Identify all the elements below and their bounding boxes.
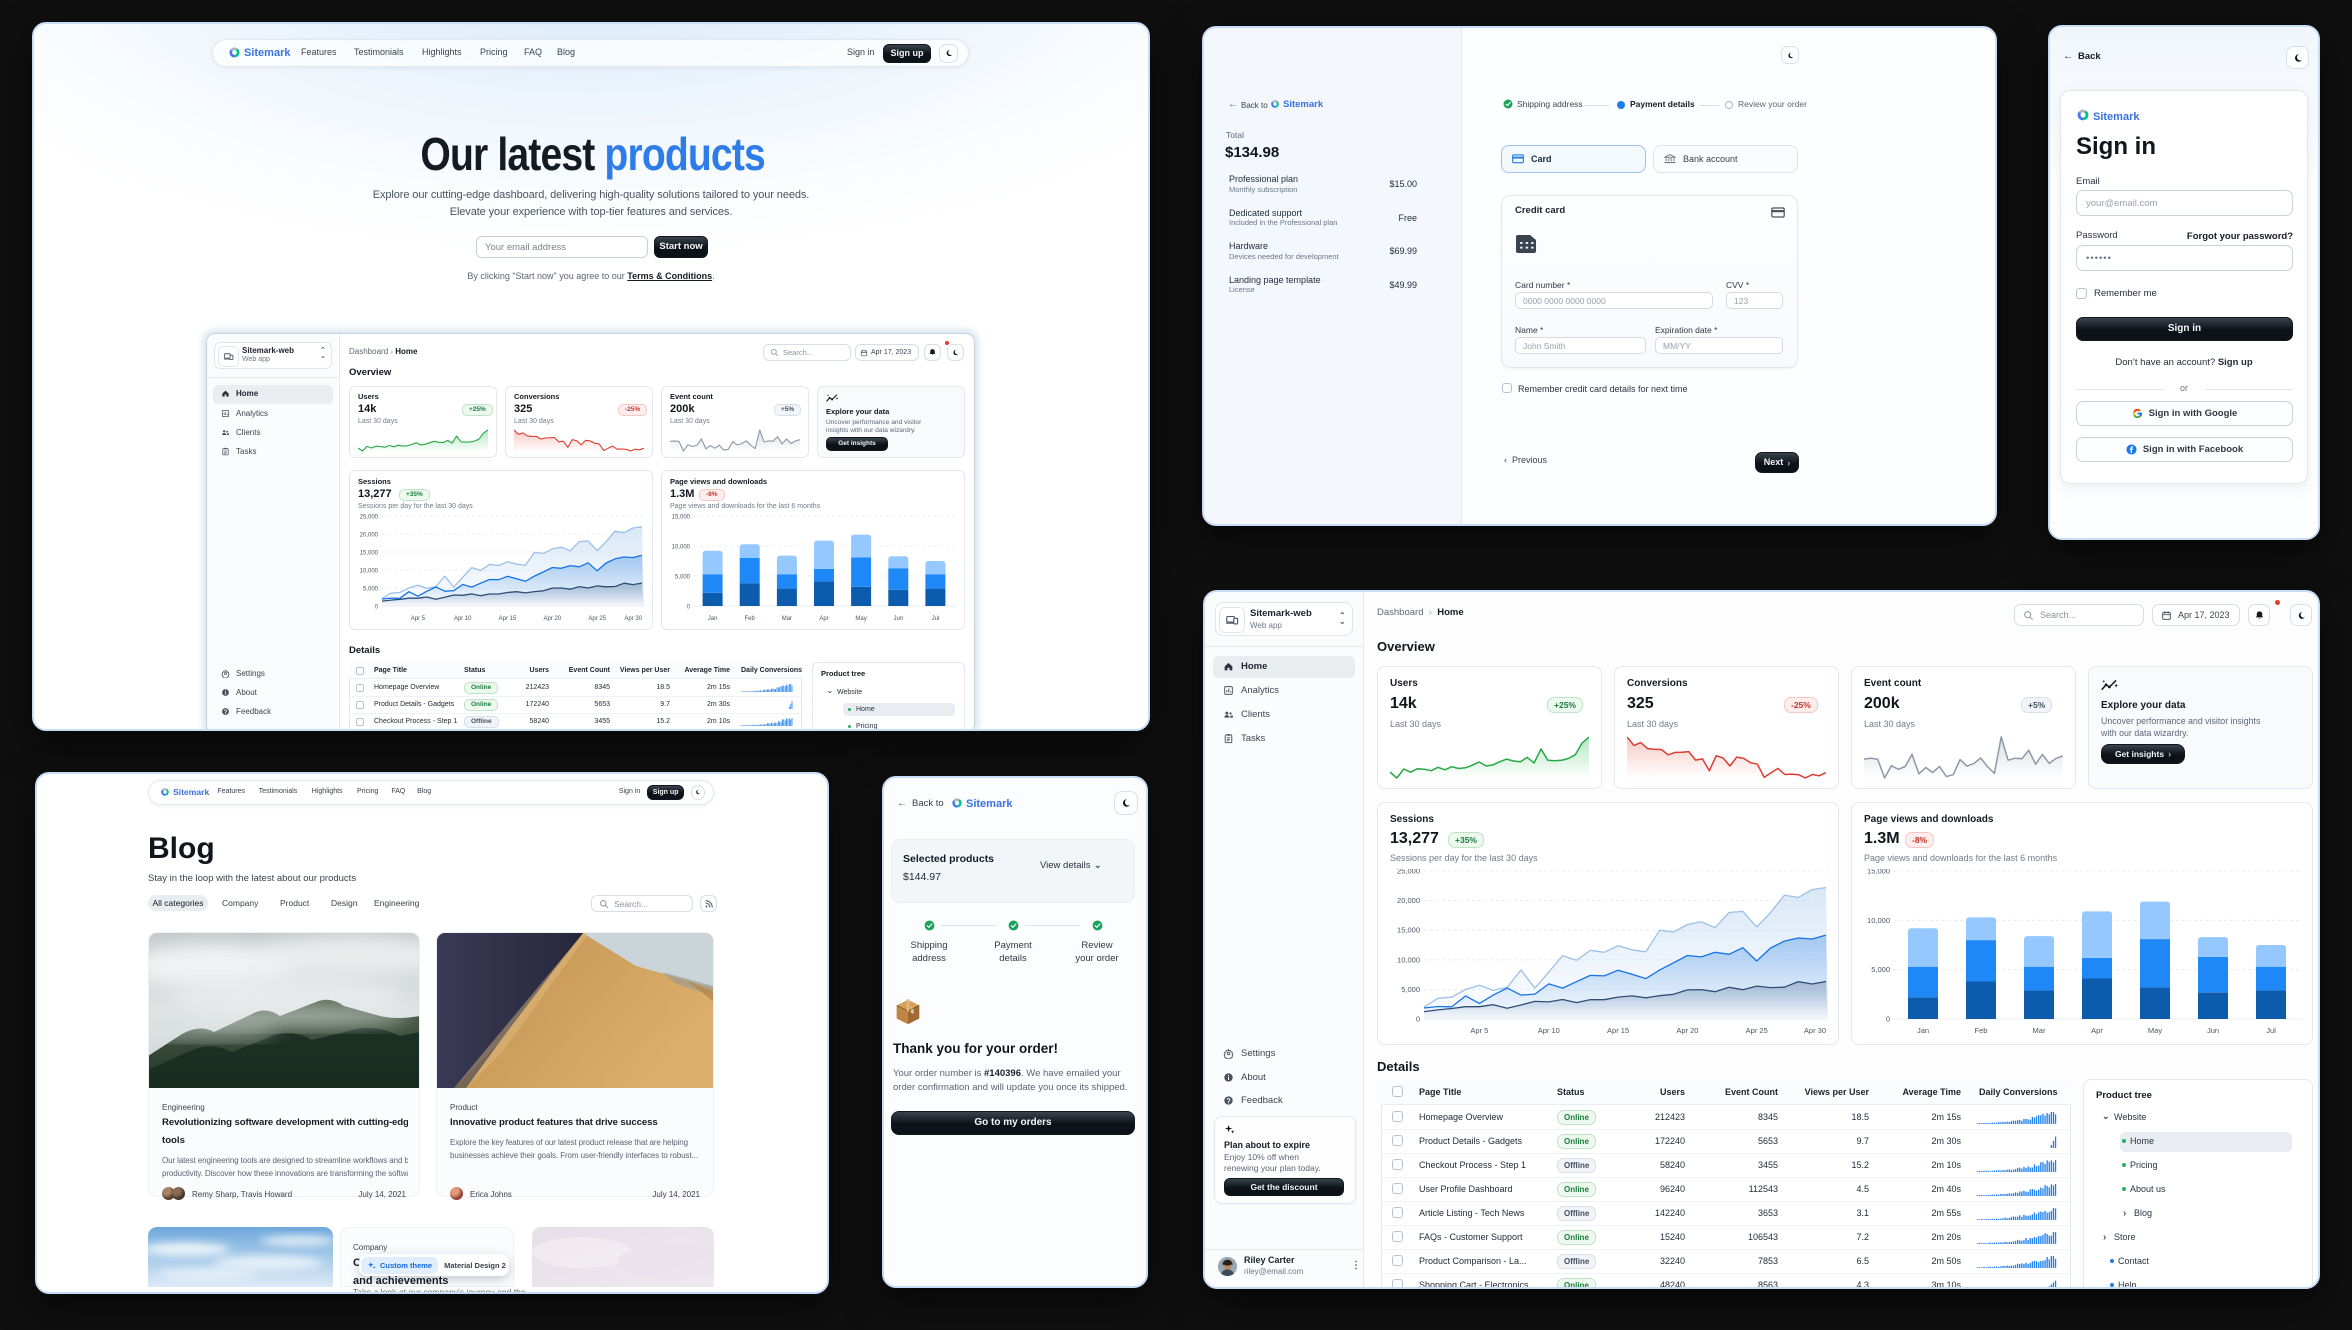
svg-text:Jul: Jul xyxy=(932,616,940,622)
svg-text:5,000: 5,000 xyxy=(1871,965,1890,974)
svg-text:0: 0 xyxy=(1886,1015,1890,1024)
svg-text:0: 0 xyxy=(375,605,379,611)
svg-text:15,000: 15,000 xyxy=(1397,926,1420,935)
svg-text:20,000: 20,000 xyxy=(360,533,379,539)
svg-text:Apr 20: Apr 20 xyxy=(543,616,561,622)
svg-text:25,000: 25,000 xyxy=(360,515,379,521)
svg-text:May: May xyxy=(2148,1026,2162,1035)
svg-text:Apr 10: Apr 10 xyxy=(454,616,472,622)
svg-text:Apr 15: Apr 15 xyxy=(1607,1026,1629,1035)
svg-text:0: 0 xyxy=(687,605,691,611)
svg-text:Apr 25: Apr 25 xyxy=(1746,1026,1768,1035)
svg-text:15,000: 15,000 xyxy=(360,551,379,557)
svg-text:Mar: Mar xyxy=(782,616,792,622)
svg-text:Apr 5: Apr 5 xyxy=(411,616,426,622)
svg-text:Mar: Mar xyxy=(2033,1026,2046,1035)
svg-text:10,000: 10,000 xyxy=(360,569,379,575)
svg-text:10,000: 10,000 xyxy=(1867,916,1890,925)
svg-text:Apr 20: Apr 20 xyxy=(1676,1026,1698,1035)
svg-text:Jun: Jun xyxy=(2207,1026,2219,1035)
svg-text:May: May xyxy=(855,616,866,622)
svg-text:Apr 5: Apr 5 xyxy=(1470,1026,1488,1035)
svg-text:Feb: Feb xyxy=(745,616,756,622)
svg-text:Apr: Apr xyxy=(819,616,828,622)
svg-text:10,000: 10,000 xyxy=(1397,955,1420,964)
svg-text:Jan: Jan xyxy=(1917,1026,1929,1035)
svg-text:10,000: 10,000 xyxy=(672,545,691,551)
svg-text:Apr: Apr xyxy=(2091,1026,2103,1035)
svg-text:5,000: 5,000 xyxy=(675,575,691,581)
svg-text:Jun: Jun xyxy=(893,616,903,622)
svg-text:Apr 10: Apr 10 xyxy=(1538,1026,1560,1035)
svg-text:5,000: 5,000 xyxy=(363,587,379,593)
svg-text:25,000: 25,000 xyxy=(1397,869,1420,876)
svg-text:Apr 30: Apr 30 xyxy=(1804,1026,1826,1035)
svg-text:15,000: 15,000 xyxy=(1867,869,1890,876)
svg-text:Jul: Jul xyxy=(2266,1026,2276,1035)
svg-text:20,000: 20,000 xyxy=(1397,896,1420,905)
svg-text:Apr 15: Apr 15 xyxy=(499,616,517,622)
svg-text:Feb: Feb xyxy=(1975,1026,1988,1035)
svg-text:Apr 25: Apr 25 xyxy=(588,616,606,622)
svg-text:Apr 30: Apr 30 xyxy=(624,616,642,622)
svg-text:0: 0 xyxy=(1416,1015,1420,1024)
svg-text:15,000: 15,000 xyxy=(672,515,691,521)
svg-text:Jan: Jan xyxy=(708,616,718,622)
svg-text:5,000: 5,000 xyxy=(1401,985,1420,994)
